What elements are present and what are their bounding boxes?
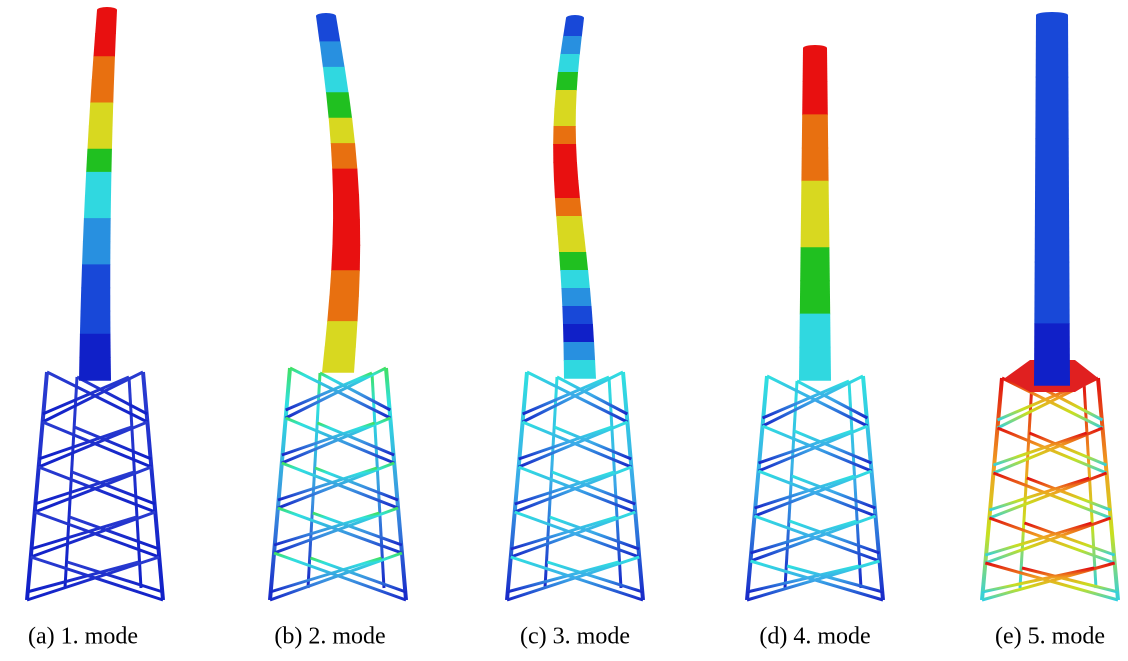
tower-segment [326, 92, 352, 118]
tower-segment [329, 270, 359, 296]
tower-segment [92, 56, 115, 80]
tower-segment [79, 334, 110, 358]
tower-segment [327, 296, 359, 322]
tower-segment [799, 314, 830, 348]
tower-top [1036, 12, 1068, 18]
tower-segment [801, 214, 830, 248]
tower-top [316, 13, 336, 19]
tower-segment [85, 172, 111, 196]
tower-segment [800, 247, 830, 281]
brace [286, 368, 386, 418]
tower-segment [563, 324, 594, 343]
tower-segment [329, 118, 355, 144]
tower-segment [89, 103, 113, 127]
tower-segment [320, 41, 345, 67]
tower-segment [564, 360, 596, 379]
tower-segment [559, 252, 588, 271]
tower-segment [802, 81, 828, 115]
tower-segment [561, 288, 591, 307]
tower-segment [803, 48, 828, 82]
tower-segment [1035, 138, 1069, 200]
brace [767, 376, 867, 426]
tower-segment [1035, 77, 1068, 139]
jacket-leg [143, 372, 163, 600]
tower-top [97, 7, 117, 13]
brace [43, 422, 152, 467]
tower-segment [332, 219, 360, 245]
tower-segment [554, 180, 580, 199]
mode-shapes [27, 7, 1118, 600]
tower-segment [554, 108, 576, 127]
tower-segment [801, 181, 829, 215]
tower-top [566, 15, 584, 21]
tower-segment [90, 79, 114, 103]
brace [763, 426, 872, 471]
tower-segment [556, 216, 584, 235]
tower-segment [84, 195, 111, 219]
tower-segment [93, 33, 115, 57]
tower-segment [87, 126, 112, 150]
tower-segment [83, 218, 111, 242]
tower-segment [81, 264, 110, 288]
tower-segment [82, 241, 110, 265]
tower-segment [95, 10, 117, 34]
tower-segment [553, 162, 578, 181]
jacket-leg [27, 372, 47, 600]
figure: (a) 1. mode (b) 2. mode (c) 3. mode (d) … [0, 0, 1128, 661]
tower-segment [800, 280, 830, 314]
tower-segment [801, 148, 828, 182]
jacket-leg [270, 368, 290, 600]
tower-segment [799, 347, 831, 381]
tower-segment [333, 194, 360, 220]
brace [997, 428, 1106, 473]
tower-segment [331, 245, 360, 271]
tower-segment [331, 143, 358, 169]
jacket-leg [386, 368, 406, 600]
tower-segment [1035, 200, 1070, 262]
tower-segment [1036, 15, 1069, 77]
brace [523, 422, 632, 467]
tower-segment [332, 169, 359, 195]
brace [527, 372, 627, 422]
tower-segment [562, 306, 593, 325]
caption: (e) 5. mode [995, 624, 1105, 650]
tower-segment [563, 342, 595, 361]
tower-segment [1034, 323, 1070, 385]
tower-segment [322, 347, 356, 373]
tower-segment [555, 198, 582, 217]
tower-segment [1034, 262, 1069, 324]
jacket-leg [507, 372, 527, 600]
brace [523, 372, 623, 422]
tower-segment [553, 144, 577, 163]
tower-top [803, 45, 827, 51]
jacket-leg [623, 372, 643, 600]
brace [763, 376, 863, 426]
tower-segment [558, 54, 580, 73]
tower-segment [560, 270, 590, 289]
caption: (d) 4. mode [759, 624, 870, 650]
brace [290, 368, 390, 418]
tower-segment [560, 36, 581, 55]
caption: (a) 1. mode [28, 624, 138, 650]
tower-segment [323, 67, 349, 93]
tower-segment [79, 357, 111, 381]
tower-segment [558, 234, 586, 253]
tower-segment [554, 90, 576, 109]
tower-segment [553, 126, 576, 145]
tower-segment [802, 114, 828, 148]
caption: (b) 2. mode [274, 624, 385, 650]
caption: (c) 3. mode [520, 624, 630, 650]
tower-segment [86, 149, 112, 173]
tower-segment [556, 72, 578, 91]
tower-segment [81, 288, 111, 312]
tower-segment [325, 321, 358, 347]
tower-segment [80, 311, 111, 335]
tower-segment [316, 16, 340, 42]
